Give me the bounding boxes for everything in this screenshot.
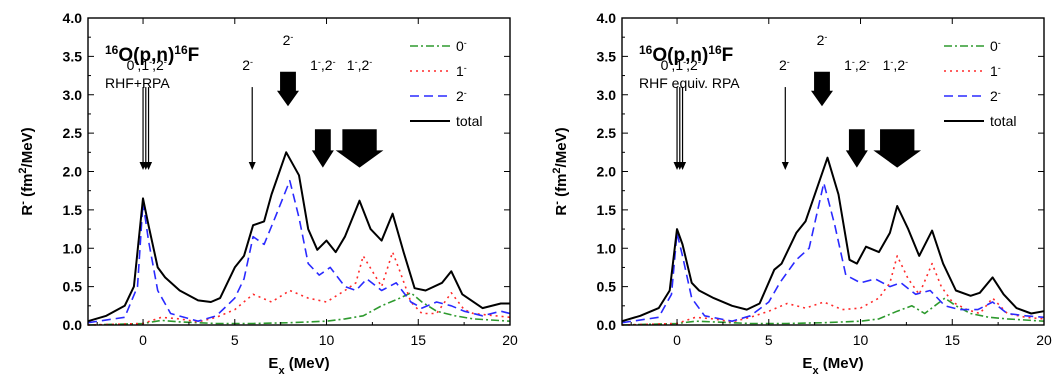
legend-label: 1- [456, 63, 467, 79]
x-tick-label: 10 [853, 332, 869, 348]
x-tick-label: 5 [765, 332, 773, 348]
y-tick-label: 3.5 [63, 48, 83, 64]
multipolarity-label: 1-,2- [883, 57, 908, 73]
multipolarity-label: 2- [283, 32, 294, 48]
y-tick-label: 3.0 [63, 87, 83, 103]
marker-arrow-block [845, 129, 868, 168]
x-tick-label: 20 [502, 332, 518, 348]
x-tick-label: 20 [1036, 332, 1052, 348]
marker-arrow-block [810, 71, 833, 107]
x-tick-label: 15 [410, 332, 426, 348]
marker-arrow-head [679, 161, 687, 170]
series-line-1minus [87, 251, 511, 326]
y-tick-label: 3.5 [597, 48, 617, 64]
x-axis-label: Ex (MeV) [802, 355, 863, 377]
marker-arrow-head [248, 161, 256, 170]
multipolarity-label: 2- [779, 57, 790, 73]
marker-arrow-block [276, 71, 299, 107]
chart-subtitle: RHF equiv. RPA [639, 75, 740, 91]
legend-label: total [990, 113, 1016, 129]
marker-arrow-head [145, 161, 153, 170]
multipolarity-label: 0-,1-,2- [127, 57, 167, 73]
series-line-total [621, 156, 1045, 323]
y-tick-label: 4.0 [597, 10, 617, 26]
y-tick-label: 2.5 [597, 125, 617, 141]
series-line-2minus [621, 182, 1045, 324]
legend-label: 0- [456, 38, 467, 54]
y-tick-label: 2.0 [597, 164, 617, 180]
x-tick-label: 5 [231, 332, 239, 348]
chart-title: 16O(p,n)16F [105, 43, 199, 66]
y-tick-label: 1.5 [597, 202, 617, 218]
y-tick-label: 0.5 [597, 279, 617, 295]
y-tick-label: 2.5 [63, 125, 83, 141]
multipolarity-label: 2- [242, 57, 253, 73]
y-tick-label: 2.0 [63, 164, 83, 180]
y-tick-label: 1.5 [63, 202, 83, 218]
y-axis-label: R- (fm2/MeV) [551, 127, 570, 215]
marker-arrow-head [781, 161, 789, 170]
chart-panel-2: 0.0 0.5 1.0 1.5 2.0 2.5 3.0 3.5 4.0 0 5 10 15 20 Ex (M… [551, 10, 1052, 377]
series-line-0minus [87, 292, 511, 326]
x-tick-label: 10 [319, 332, 335, 348]
chart-title: 16O(p,n)16F [639, 43, 733, 66]
y-tick-label: 4.0 [63, 10, 83, 26]
x-tick-label: 0 [139, 332, 147, 348]
multipolarity-label: 1-,2- [310, 57, 335, 73]
y-axis-label: R- (fm2/MeV) [17, 127, 36, 215]
multipolarity-label: 2- [817, 32, 828, 48]
legend-label: 2- [456, 88, 467, 104]
y-tick-label: 0.5 [63, 279, 83, 295]
y-tick-label: 3.0 [597, 87, 617, 103]
chart-panel-1: 0.0 0.5 1.0 1.5 2.0 2.5 3.0 3.5 4.0 0 5 10 15 20 Ex (M… [17, 10, 518, 377]
legend-label: total [456, 113, 482, 129]
marker-arrow-block [873, 129, 922, 168]
series-line-2minus [87, 179, 511, 324]
chart-subtitle: RHF+RPA [105, 75, 170, 91]
series-line-total [87, 151, 510, 323]
x-tick-label: 15 [944, 332, 960, 348]
marker-arrow-block [311, 129, 334, 168]
y-tick-label: 0.0 [63, 317, 83, 333]
y-tick-label: 1.0 [63, 240, 83, 256]
x-axis-label: Ex (MeV) [268, 355, 329, 377]
marker-arrow-block [335, 129, 384, 168]
multipolarity-label: 1-,2- [844, 57, 869, 73]
legend-label: 2- [990, 88, 1001, 104]
multipolarity-label: 0-,1-,2- [661, 57, 701, 73]
y-tick-label: 0.0 [597, 317, 617, 333]
legend-label: 0- [990, 38, 1001, 54]
y-tick-label: 1.0 [597, 240, 617, 256]
series-line-0minus [621, 297, 1045, 326]
x-tick-label: 0 [673, 332, 681, 348]
legend-label: 1- [990, 63, 1001, 79]
multipolarity-label: 1-,2- [347, 57, 372, 73]
